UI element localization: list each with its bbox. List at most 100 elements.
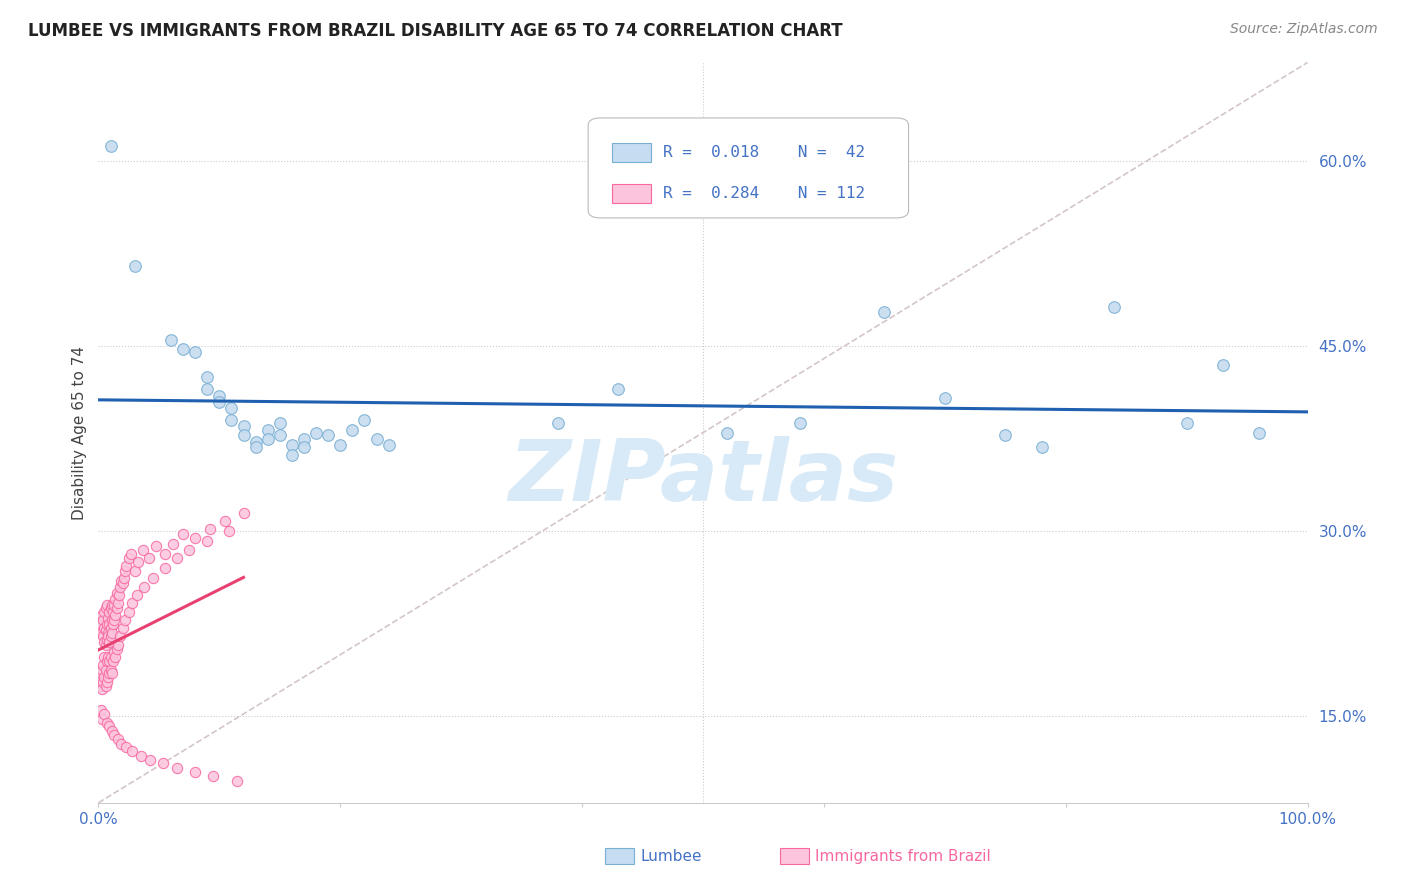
Point bbox=[90, 666, 112, 681]
Point bbox=[98, 635, 121, 649]
Point bbox=[105, 600, 128, 615]
Point bbox=[353, 413, 375, 427]
Point bbox=[98, 616, 121, 631]
Point bbox=[107, 731, 129, 746]
Point bbox=[98, 719, 121, 733]
Point bbox=[89, 679, 111, 693]
Point bbox=[100, 139, 122, 153]
Point bbox=[114, 613, 136, 627]
Text: Lumbee: Lumbee bbox=[640, 848, 702, 863]
Point bbox=[214, 515, 236, 529]
Point bbox=[366, 432, 388, 446]
Point bbox=[91, 657, 114, 672]
Point bbox=[121, 596, 143, 610]
Point bbox=[90, 703, 112, 717]
Point bbox=[93, 706, 115, 721]
Point bbox=[97, 610, 120, 624]
Point bbox=[94, 663, 117, 677]
Point bbox=[184, 764, 207, 779]
Point bbox=[202, 769, 225, 783]
Point bbox=[934, 391, 956, 405]
Point bbox=[1175, 416, 1198, 430]
Point bbox=[124, 259, 146, 273]
Point bbox=[162, 537, 184, 551]
Point bbox=[153, 561, 176, 575]
Point bbox=[142, 571, 165, 585]
Point bbox=[256, 432, 278, 446]
Point bbox=[281, 448, 304, 462]
Point bbox=[198, 522, 221, 536]
Point bbox=[98, 654, 121, 668]
Point bbox=[101, 616, 124, 631]
Point bbox=[1102, 300, 1125, 314]
Text: Source: ZipAtlas.com: Source: ZipAtlas.com bbox=[1230, 22, 1378, 37]
Point bbox=[1031, 441, 1053, 455]
Point bbox=[105, 641, 128, 656]
Point bbox=[91, 674, 114, 689]
Point bbox=[110, 574, 132, 588]
Point bbox=[221, 413, 243, 427]
Point bbox=[110, 737, 132, 751]
Point bbox=[329, 438, 352, 452]
Point bbox=[607, 383, 630, 397]
Point bbox=[96, 654, 118, 668]
Point bbox=[108, 580, 131, 594]
Point bbox=[281, 438, 304, 452]
FancyBboxPatch shape bbox=[613, 143, 651, 162]
Point bbox=[100, 724, 122, 739]
Point bbox=[107, 638, 129, 652]
Point bbox=[160, 333, 183, 347]
Point bbox=[292, 432, 315, 446]
Point bbox=[377, 438, 399, 452]
Point bbox=[97, 629, 120, 643]
Point bbox=[93, 621, 115, 635]
Point bbox=[94, 600, 117, 615]
Point bbox=[138, 551, 160, 566]
Text: ZIPatlas: ZIPatlas bbox=[508, 435, 898, 518]
Point bbox=[716, 425, 738, 440]
Point bbox=[127, 555, 149, 569]
Point bbox=[96, 674, 118, 689]
Point bbox=[94, 679, 117, 693]
Point bbox=[208, 389, 231, 403]
Point bbox=[101, 605, 124, 619]
Point bbox=[105, 586, 128, 600]
Point bbox=[91, 682, 114, 697]
Point bbox=[103, 645, 125, 659]
Point bbox=[97, 670, 120, 684]
Y-axis label: Disability Age 65 to 74: Disability Age 65 to 74 bbox=[72, 345, 87, 520]
Point bbox=[145, 539, 167, 553]
Point bbox=[221, 401, 243, 415]
Point bbox=[90, 616, 112, 631]
Point bbox=[184, 531, 207, 545]
Point bbox=[115, 740, 138, 755]
FancyBboxPatch shape bbox=[588, 118, 908, 218]
Text: R =  0.284    N = 112: R = 0.284 N = 112 bbox=[664, 186, 865, 201]
Point bbox=[245, 441, 267, 455]
Point bbox=[100, 625, 122, 640]
Point bbox=[91, 625, 114, 640]
Point bbox=[111, 576, 134, 591]
Point bbox=[124, 564, 146, 578]
Point bbox=[305, 425, 328, 440]
Point bbox=[994, 428, 1017, 442]
Point bbox=[98, 666, 121, 681]
Point bbox=[120, 547, 142, 561]
Point bbox=[100, 621, 122, 635]
Point bbox=[97, 625, 120, 640]
Point bbox=[94, 623, 117, 637]
Point bbox=[98, 605, 121, 619]
Point bbox=[104, 650, 127, 665]
Point bbox=[245, 435, 267, 450]
Point bbox=[232, 419, 254, 434]
Point bbox=[108, 629, 131, 643]
Point bbox=[93, 670, 115, 684]
Point bbox=[127, 589, 149, 603]
Point bbox=[91, 608, 114, 623]
Point bbox=[179, 542, 201, 557]
Point bbox=[195, 383, 218, 397]
Point bbox=[104, 592, 127, 607]
Point bbox=[96, 616, 118, 631]
Point bbox=[100, 650, 122, 665]
FancyBboxPatch shape bbox=[780, 848, 810, 864]
